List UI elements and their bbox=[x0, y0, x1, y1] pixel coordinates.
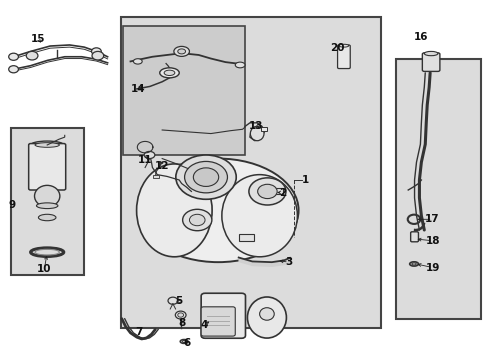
Ellipse shape bbox=[178, 49, 186, 54]
Circle shape bbox=[168, 297, 178, 304]
Text: 12: 12 bbox=[155, 161, 170, 171]
Ellipse shape bbox=[180, 339, 188, 343]
Circle shape bbox=[26, 51, 38, 60]
Circle shape bbox=[249, 178, 286, 205]
FancyBboxPatch shape bbox=[422, 53, 440, 71]
Bar bbox=[123, 26, 245, 155]
FancyBboxPatch shape bbox=[29, 144, 66, 190]
Text: 18: 18 bbox=[425, 236, 440, 246]
Ellipse shape bbox=[235, 62, 245, 68]
Ellipse shape bbox=[424, 51, 438, 56]
Ellipse shape bbox=[35, 143, 59, 147]
Text: 5: 5 bbox=[175, 296, 183, 306]
FancyBboxPatch shape bbox=[338, 45, 350, 68]
Bar bbox=[272, 188, 283, 194]
Text: 1: 1 bbox=[302, 175, 310, 185]
Ellipse shape bbox=[138, 158, 298, 262]
Circle shape bbox=[9, 66, 19, 73]
Text: 20: 20 bbox=[330, 43, 345, 53]
Circle shape bbox=[92, 51, 104, 60]
Bar bbox=[11, 128, 84, 275]
Ellipse shape bbox=[260, 308, 274, 320]
Ellipse shape bbox=[412, 263, 416, 265]
Ellipse shape bbox=[144, 152, 155, 158]
Circle shape bbox=[92, 48, 101, 55]
Ellipse shape bbox=[339, 44, 349, 47]
Text: 10: 10 bbox=[37, 264, 51, 274]
Ellipse shape bbox=[34, 185, 60, 207]
Text: 11: 11 bbox=[137, 156, 152, 165]
Text: 14: 14 bbox=[130, 84, 145, 94]
Text: 6: 6 bbox=[183, 338, 191, 347]
Ellipse shape bbox=[250, 126, 264, 141]
FancyBboxPatch shape bbox=[201, 293, 245, 338]
Circle shape bbox=[190, 214, 205, 226]
Ellipse shape bbox=[247, 297, 287, 338]
Ellipse shape bbox=[38, 214, 56, 221]
Circle shape bbox=[175, 311, 186, 319]
Ellipse shape bbox=[182, 341, 186, 342]
Text: 4: 4 bbox=[201, 320, 208, 330]
Ellipse shape bbox=[164, 70, 175, 76]
Bar bbox=[121, 18, 381, 328]
Ellipse shape bbox=[36, 203, 58, 208]
Text: 15: 15 bbox=[31, 34, 45, 44]
Circle shape bbox=[9, 53, 19, 60]
Circle shape bbox=[178, 313, 184, 317]
Bar bbox=[396, 59, 481, 319]
Text: 16: 16 bbox=[414, 32, 429, 42]
Circle shape bbox=[258, 184, 277, 199]
FancyBboxPatch shape bbox=[201, 307, 235, 336]
Circle shape bbox=[194, 168, 219, 186]
Ellipse shape bbox=[30, 141, 64, 149]
Text: 9: 9 bbox=[8, 200, 16, 210]
Ellipse shape bbox=[174, 46, 190, 57]
Text: 3: 3 bbox=[285, 257, 293, 267]
Ellipse shape bbox=[137, 164, 212, 257]
Bar bbox=[261, 127, 268, 131]
Circle shape bbox=[185, 161, 227, 193]
Ellipse shape bbox=[133, 59, 142, 64]
Text: 7: 7 bbox=[136, 327, 143, 337]
Text: 2: 2 bbox=[279, 188, 286, 198]
Text: 17: 17 bbox=[425, 214, 440, 224]
Text: 8: 8 bbox=[178, 318, 185, 328]
Bar bbox=[239, 234, 254, 242]
Circle shape bbox=[183, 209, 212, 231]
Ellipse shape bbox=[160, 68, 179, 78]
Text: 13: 13 bbox=[248, 121, 263, 131]
Ellipse shape bbox=[222, 175, 297, 257]
Bar bbox=[153, 175, 159, 178]
FancyBboxPatch shape bbox=[411, 232, 418, 242]
Ellipse shape bbox=[410, 262, 418, 266]
Circle shape bbox=[176, 155, 236, 199]
Text: 19: 19 bbox=[425, 262, 440, 273]
